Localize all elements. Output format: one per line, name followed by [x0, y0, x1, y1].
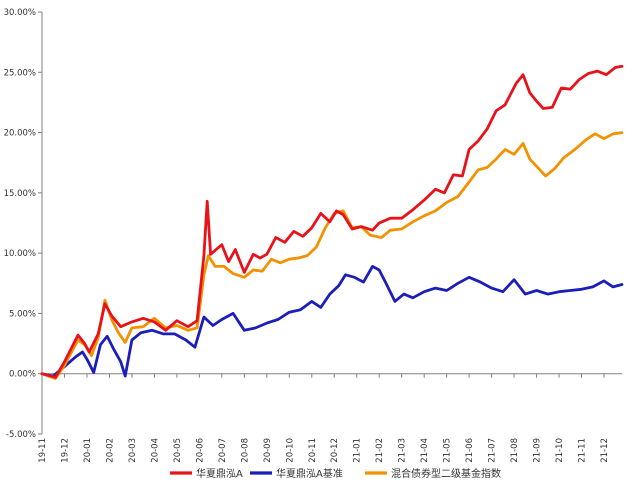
series-line	[40, 265, 624, 378]
y-tick-label: 15.00%	[4, 189, 36, 199]
y-tick-label: -5.00%	[6, 430, 36, 440]
x-tick-label: 21-11	[578, 438, 588, 463]
legend-label: 华夏鼎泓A基准	[276, 467, 343, 480]
x-tick-label: 21-05	[443, 438, 453, 463]
x-tick-label: 20-07	[218, 438, 228, 463]
x-tick-label: 21-09	[533, 438, 543, 463]
y-tick-label: 5.00%	[9, 309, 36, 319]
x-tick-label: 21-02	[375, 438, 385, 463]
x-tick-label: 20-06	[195, 438, 205, 463]
x-tick-label: 21-01	[353, 438, 363, 463]
x-tick-label: 21-07	[488, 438, 498, 463]
x-tick-label: 20-01	[83, 438, 93, 463]
x-tick-label: 20-11	[308, 438, 318, 463]
x-tick-label: 20-10	[285, 438, 295, 463]
x-tick-label: 20-08	[240, 438, 250, 463]
x-tick-label: 20-12	[330, 438, 340, 463]
x-tick-label: 20-04	[150, 438, 160, 463]
x-tick-label: 19-11	[38, 438, 48, 463]
legend: 华夏鼎泓A 华夏鼎泓A基准 混合债券型二级基金指数	[170, 467, 501, 480]
y-tick-label: 0.00%	[9, 370, 36, 380]
y-tick-label: 10.00%	[4, 249, 36, 259]
x-tick-label: 20-05	[173, 438, 183, 463]
axes: -5.00% 0.00% 5.00% 10.00% 15.00% 20.00% 25.00%…	[4, 8, 622, 463]
y-tick-label: 30.00%	[4, 8, 36, 18]
x-tick-label: 21-08	[510, 438, 520, 463]
y-tick-label: 25.00%	[4, 68, 36, 78]
x-tick-label: 19-12	[60, 438, 70, 463]
x-tick-label: 20-09	[263, 438, 273, 463]
x-tick-label: 21-06	[465, 438, 475, 463]
y-tick-label: 20.00%	[4, 129, 36, 139]
legend-label: 华夏鼎泓A	[196, 467, 243, 480]
x-tick-label: 20-03	[128, 438, 138, 463]
x-tick-label: 21-04	[420, 438, 430, 463]
series-line	[40, 64, 624, 379]
x-tick-label: 21-12	[600, 438, 610, 463]
x-tick-label: 21-03	[398, 438, 408, 463]
x-tick-label: 20-02	[105, 438, 115, 463]
series-layer	[40, 64, 624, 380]
legend-label: 混合债券型二级基金指数	[391, 467, 501, 480]
x-tick-label: 21-10	[555, 438, 565, 463]
series-line	[40, 131, 624, 380]
